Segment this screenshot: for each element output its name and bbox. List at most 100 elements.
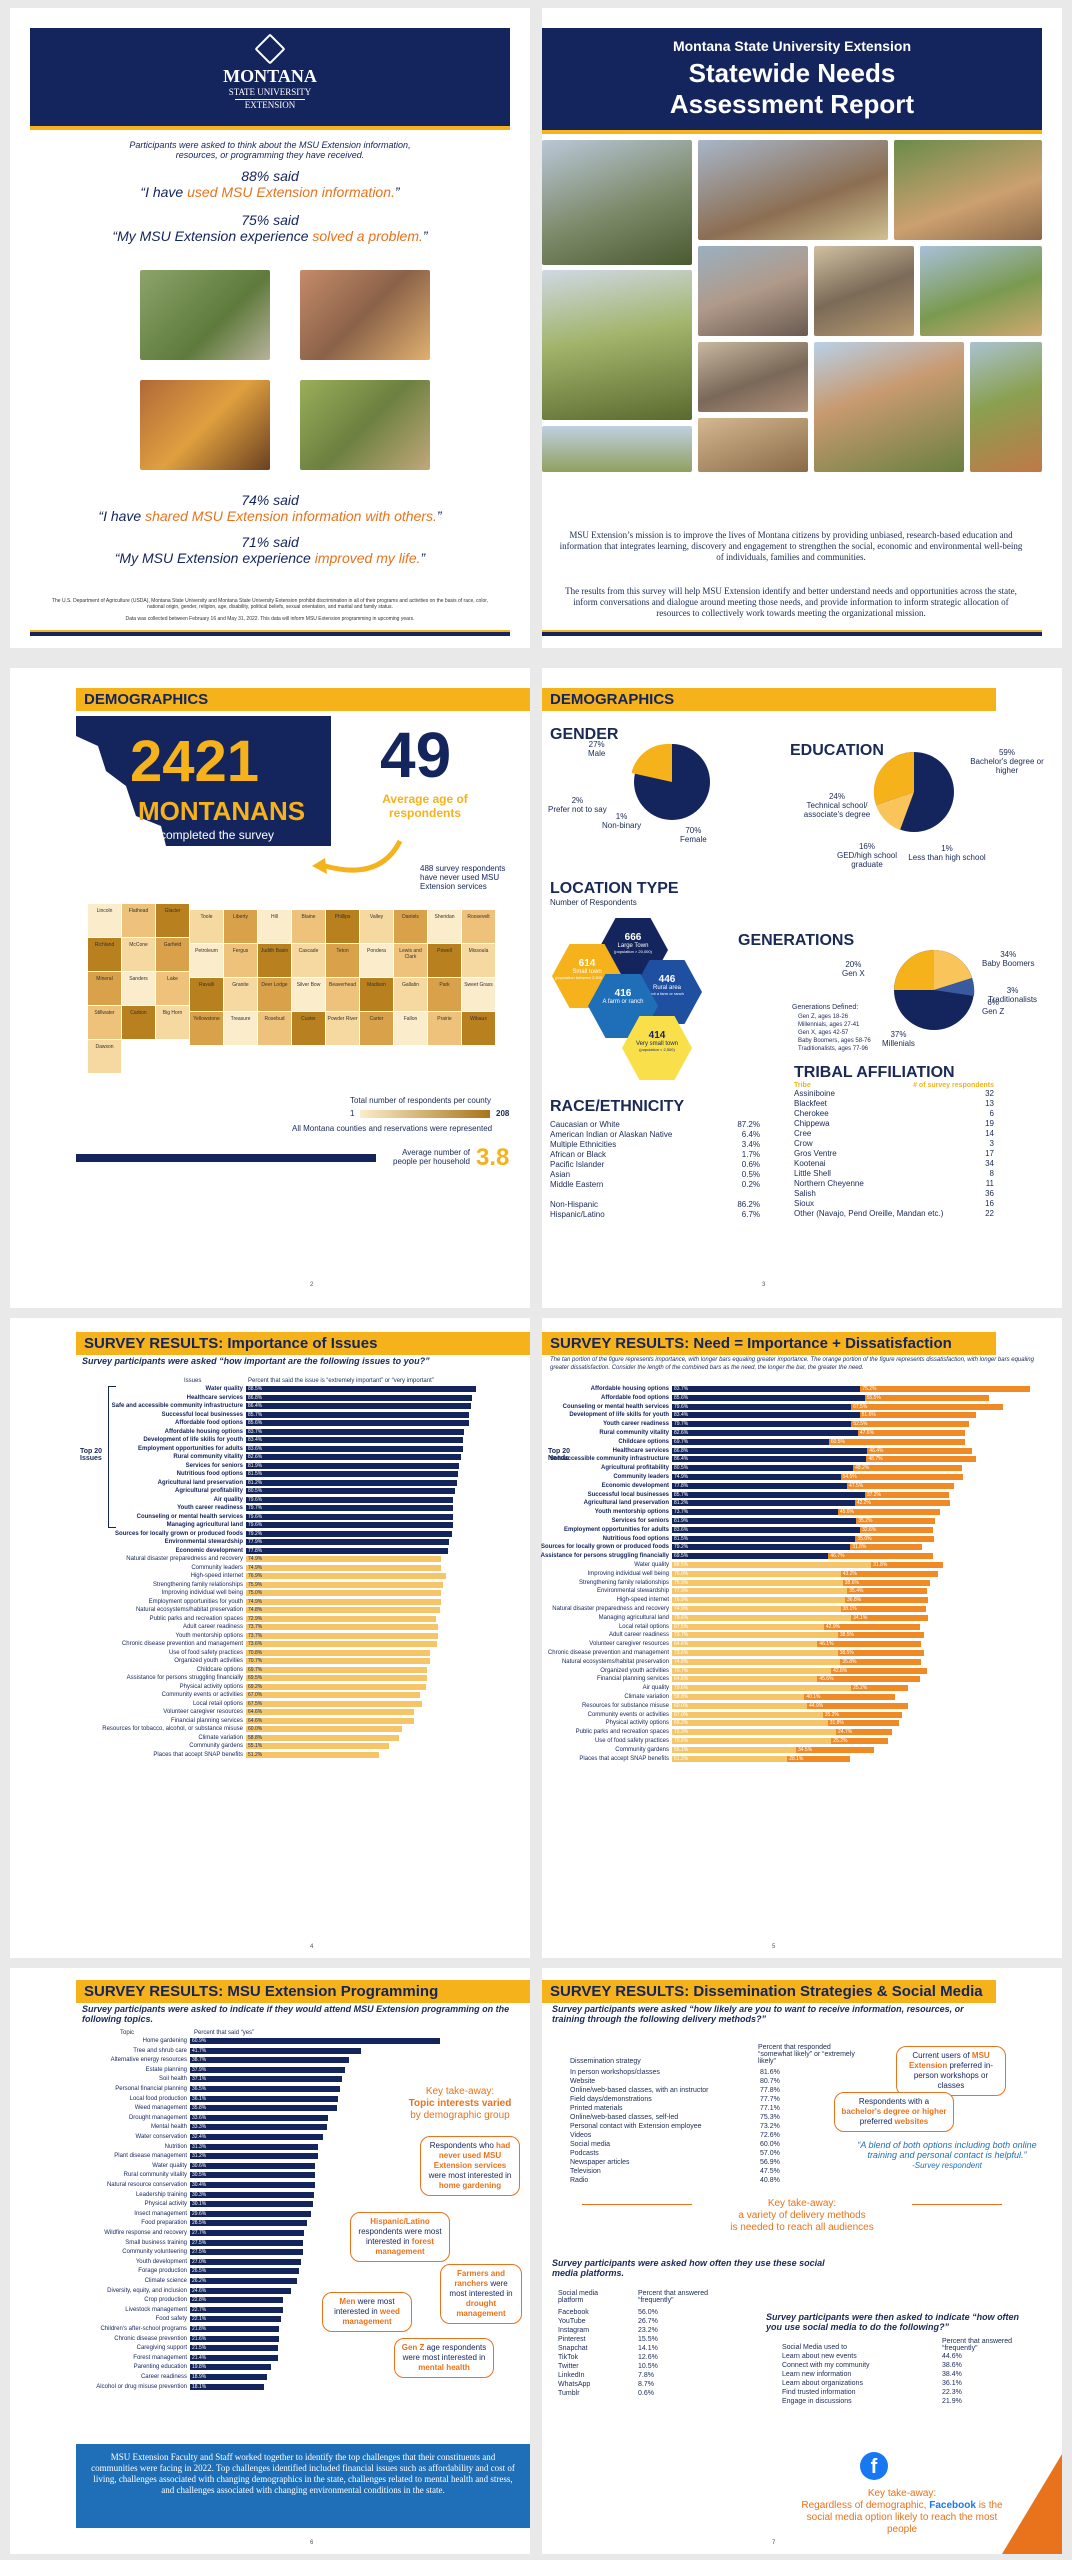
bar-label: Financial planning services — [596, 1676, 669, 1683]
county: Liberty — [224, 910, 257, 943]
bar-label: Rural community vitality — [173, 1454, 243, 1460]
label: Bachelor's degree or higher — [970, 757, 1044, 775]
bar-value: 35.2% — [858, 1518, 873, 1524]
bar-value: 36.1% — [192, 2095, 207, 2102]
county: Fallon — [394, 1012, 427, 1045]
section-header: DEMOGRAPHICS — [542, 688, 996, 711]
row-label: Facebook — [558, 2309, 589, 2316]
label: Non-binary — [602, 821, 642, 830]
bar-label: Diversity, equity, and inclusion — [107, 2287, 187, 2294]
need-chart: Affordable housing options 83.7% 75.2% Affo… — [541, 1386, 1062, 1766]
bar-value: 22.1% — [192, 2316, 207, 2323]
bar-dissatisfaction: 35.2% — [822, 1711, 902, 1718]
gen-label: 6% Gen Z — [982, 998, 1004, 1016]
page-number: 5 — [772, 1944, 776, 1950]
table-row: Videos 72.6% — [570, 2131, 860, 2140]
bar-value: 38.7% — [192, 2057, 207, 2064]
row-value: 80.7% — [760, 2078, 780, 2085]
county: Cascade — [292, 944, 325, 977]
hex-count: 414 — [648, 1030, 666, 1041]
bar-value: 36.8% — [847, 1597, 862, 1604]
county: Daniels — [394, 910, 427, 943]
photo-group-selfie — [814, 342, 964, 472]
col-topic: Topic — [120, 2030, 135, 2036]
stat-pre: “I have — [140, 184, 188, 200]
bar-label: Forage production — [138, 2268, 187, 2275]
tribal-h2: # of survey respondents — [913, 1082, 994, 1089]
bar-label: Environmental stewardship — [164, 1539, 243, 1545]
tribal-row: Assiniboine 32 — [794, 1089, 994, 1099]
bar: 55.1% — [246, 1743, 390, 1749]
bar-dissatisfaction: 45.6% — [837, 1509, 941, 1516]
row-value: 57.0% — [760, 2150, 780, 2157]
bar-dissatisfaction: 38.1% — [840, 1606, 927, 1612]
bar-label: Air quality — [213, 1496, 243, 1503]
bar-label: Organized youth activities — [600, 1667, 669, 1674]
county: Flathead — [122, 904, 155, 937]
c5c: mental health — [418, 2363, 470, 2372]
bar: 36.1% — [190, 2095, 338, 2102]
tribe-count: 6 — [989, 1109, 994, 1118]
bar-value: 55.1% — [674, 1746, 689, 1753]
c1d: home gardening — [438, 2181, 502, 2190]
race-name: American Indian or Alaskan Native — [550, 1130, 673, 1139]
stat-highlight: used MSU Extension information. — [187, 184, 395, 200]
bar-label: Agricultural land preservation — [583, 1500, 669, 1507]
bar-label: Chronic disease prevention — [114, 2335, 187, 2342]
generations-pie — [894, 950, 975, 1030]
bar-label: Climate variation — [624, 1694, 669, 1700]
row-label: Videos — [570, 2132, 592, 2139]
bar-importance: 77.9% — [672, 1588, 848, 1595]
bar: 80.5% — [246, 1488, 456, 1494]
bar-label: Development of life skills for youth — [569, 1412, 669, 1419]
tribe-count: 34 — [985, 1159, 994, 1168]
tribe-count: 36 — [985, 1189, 994, 1198]
tribal-row: Crow 3 — [794, 1139, 994, 1149]
row-value: 77.7% — [760, 2096, 780, 2103]
bar-label: Youth development — [135, 2258, 187, 2265]
county: Stillwater — [88, 1006, 121, 1039]
row-value: 77.1% — [760, 2105, 780, 2112]
logo-panel: MONTANA STATE UNIVERSITY EXTENSION — [30, 28, 510, 130]
bar-dissatisfaction: 75.2% — [860, 1386, 1030, 1392]
tribal-row: Cree 14 — [794, 1129, 994, 1139]
bar-label: Forest management — [133, 2354, 187, 2361]
bar-label: Development of life skills for youth — [143, 1437, 243, 1443]
gender-label: 2% Prefer not to say — [548, 796, 607, 814]
row-value: 38.6% — [942, 2362, 962, 2369]
bar-dissatisfaction: 32.6% — [860, 1526, 934, 1533]
bar-label: Community gardens — [615, 1746, 669, 1753]
label: Gen X — [842, 969, 865, 978]
bar-label: Caregiving support — [136, 2345, 187, 2352]
bar-importance: 80.5% — [672, 1465, 854, 1472]
bar: 85.6% — [246, 1420, 469, 1426]
bar-label: Affordable food options — [601, 1394, 669, 1401]
row-value: 81.6% — [760, 2069, 780, 2076]
row-label: Learn about new events — [782, 2353, 857, 2360]
bar-value: 30.3% — [192, 2191, 207, 2198]
hex-count: 416 — [614, 988, 632, 999]
callout-farmers: Farmers and ranchers were most intereste… — [440, 2264, 522, 2324]
callout-men: Men were most interested in weed managem… — [322, 2292, 412, 2332]
bar-value: 67.0% — [248, 1692, 263, 1698]
page-number: 7 — [772, 2540, 776, 2546]
table-row: Online/web-based classes, with an instru… — [570, 2086, 860, 2095]
photo-farmer-hat — [542, 140, 692, 265]
row-label: LinkedIn — [558, 2372, 585, 2379]
label: Gen Z — [982, 1007, 1005, 1016]
bar: 30.3% — [190, 2191, 315, 2198]
county: Lincoln — [88, 904, 121, 937]
bar-value: 34.5% — [797, 1746, 813, 1753]
bar: 31.3% — [190, 2143, 319, 2150]
bar-value: 67.0% — [674, 1711, 689, 1718]
photo-workshop — [698, 246, 808, 336]
county: Wibaux — [462, 1012, 495, 1045]
pct: 59% — [998, 748, 1015, 757]
bar-label: Youth career readiness — [603, 1421, 669, 1428]
bar-value: 70.8% — [674, 1738, 689, 1744]
bar-value: 73.6% — [674, 1650, 689, 1656]
bar: 79.6% — [246, 1522, 453, 1528]
tribe: Sioux — [794, 1199, 815, 1208]
label: GED/high school graduate — [836, 851, 898, 869]
bar-dissatisfaction: 40.1% — [804, 1694, 895, 1700]
